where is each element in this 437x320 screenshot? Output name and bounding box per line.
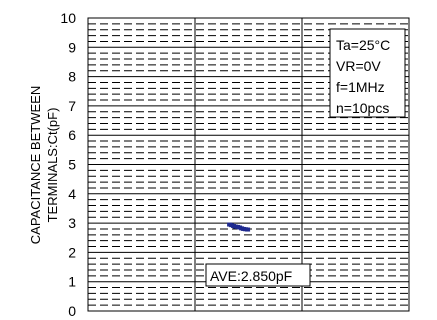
y-tick-labels: 0 1 2 3 4 5 6 7 8 9 10 bbox=[60, 10, 76, 319]
y-axis-label: CAPACITANCE BETWEEN TERMINALS:Ct(pF) bbox=[28, 86, 60, 244]
conditions-box: Ta=25°C VR=0V f=1MHz n=10pcs bbox=[329, 28, 406, 118]
y-tick-label: 7 bbox=[68, 98, 76, 114]
y-tick-label: 5 bbox=[68, 157, 76, 173]
y-tick-label: 0 bbox=[68, 303, 76, 319]
average-box: AVE:2.850pF bbox=[205, 263, 311, 287]
data-points bbox=[227, 222, 251, 232]
y-axis-label-line-1: CAPACITANCE BETWEEN bbox=[28, 86, 43, 244]
conditions-line-temperature: Ta=25°C bbox=[336, 37, 390, 53]
conditions-box-frame bbox=[329, 28, 406, 118]
y-axis-label-line-2: TERMINALS:Ct(pF) bbox=[45, 108, 60, 223]
data-point bbox=[245, 227, 251, 232]
y-tick-label: 1 bbox=[68, 274, 76, 290]
y-tick-label: 3 bbox=[68, 215, 76, 231]
y-tick-label: 10 bbox=[60, 10, 76, 26]
y-tick-label: 8 bbox=[68, 69, 76, 85]
average-value-label: AVE:2.850pF bbox=[210, 268, 292, 284]
conditions-line-frequency: f=1MHz bbox=[336, 79, 385, 95]
y-tick-label: 9 bbox=[68, 39, 76, 55]
average-box-frame bbox=[205, 263, 311, 287]
conditions-line-sample-count: n=10pcs bbox=[336, 100, 389, 116]
y-tick-label: 4 bbox=[68, 186, 76, 202]
y-tick-label: 6 bbox=[68, 127, 76, 143]
y-tick-label: 2 bbox=[68, 244, 76, 260]
conditions-line-voltage: VR=0V bbox=[336, 58, 381, 74]
plot-frame bbox=[87, 17, 410, 312]
